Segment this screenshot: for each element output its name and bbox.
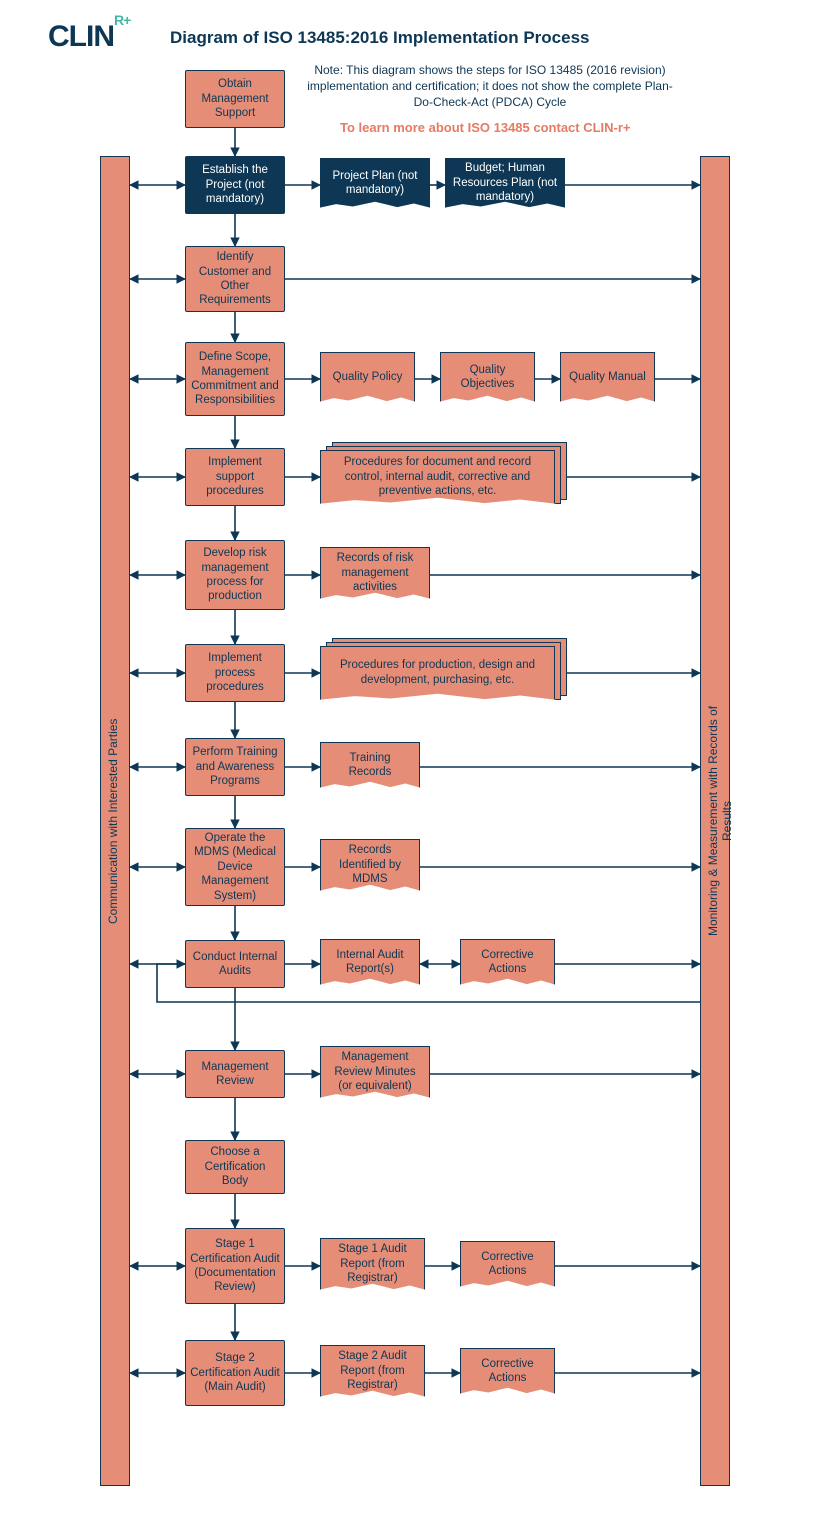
doc-stack: Procedures for document and record contr… bbox=[320, 442, 567, 512]
doc: Quality Objectives bbox=[440, 352, 535, 406]
logo: CLINR+ bbox=[48, 20, 130, 54]
doc: Records Identified by MDMS bbox=[320, 839, 420, 895]
doc: Quality Manual bbox=[560, 352, 655, 406]
doc: Management Review Minutes (or equivalent… bbox=[320, 1046, 430, 1102]
step-s8: Operate the MDMS (Medical Device Managem… bbox=[185, 828, 285, 906]
doc: Records of risk management activities bbox=[320, 547, 430, 603]
step-s9: Conduct Internal Audits bbox=[185, 940, 285, 988]
step-s12: Stage 1 Certification Audit (Documentati… bbox=[185, 1228, 285, 1304]
step-s1: Establish the Project (not mandatory) bbox=[185, 156, 285, 214]
doc: Internal Audit Report(s) bbox=[320, 939, 420, 989]
doc: Corrective Actions bbox=[460, 1348, 555, 1398]
doc: Corrective Actions bbox=[460, 1241, 555, 1291]
diagram-page: CLINR+ Diagram of ISO 13485:2016 Impleme… bbox=[0, 0, 827, 1536]
step-s4: Implement support procedures bbox=[185, 448, 285, 506]
doc: Stage 2 Audit Report (from Registrar) bbox=[320, 1345, 425, 1401]
step-s5: Develop risk management process for prod… bbox=[185, 540, 285, 610]
step-s2: Identify Customer and Other Requirements bbox=[185, 246, 285, 312]
doc: Project Plan (not mandatory) bbox=[320, 158, 430, 212]
doc: Stage 1 Audit Report (from Registrar) bbox=[320, 1238, 425, 1294]
doc: Budget; Human Resources Plan (not mandat… bbox=[445, 158, 565, 212]
doc: Training Records bbox=[320, 742, 420, 792]
left-sidebar-label: Communication with Interested Parties bbox=[106, 711, 120, 931]
page-title: Diagram of ISO 13485:2016 Implementation… bbox=[170, 28, 590, 48]
step-s7: Perform Training and Awareness Programs bbox=[185, 738, 285, 796]
right-sidebar-label: Monitoring & Measurement with Records of… bbox=[706, 691, 734, 951]
doc: Corrective Actions bbox=[460, 939, 555, 989]
step-s11: Choose a Certification Body bbox=[185, 1140, 285, 1194]
step-s3: Define Scope, Management Commitment and … bbox=[185, 342, 285, 416]
note-text: Note: This diagram shows the steps for I… bbox=[300, 62, 680, 111]
cta-text: To learn more about ISO 13485 contact CL… bbox=[340, 120, 631, 135]
doc-stack: Procedures for production, design and de… bbox=[320, 638, 567, 708]
step-s10: Management Review bbox=[185, 1050, 285, 1098]
step-s13: Stage 2 Certification Audit (Main Audit) bbox=[185, 1340, 285, 1406]
step-s0: Obtain Management Support bbox=[185, 70, 285, 128]
doc: Quality Policy bbox=[320, 352, 415, 406]
step-s6: Implement process procedures bbox=[185, 644, 285, 702]
